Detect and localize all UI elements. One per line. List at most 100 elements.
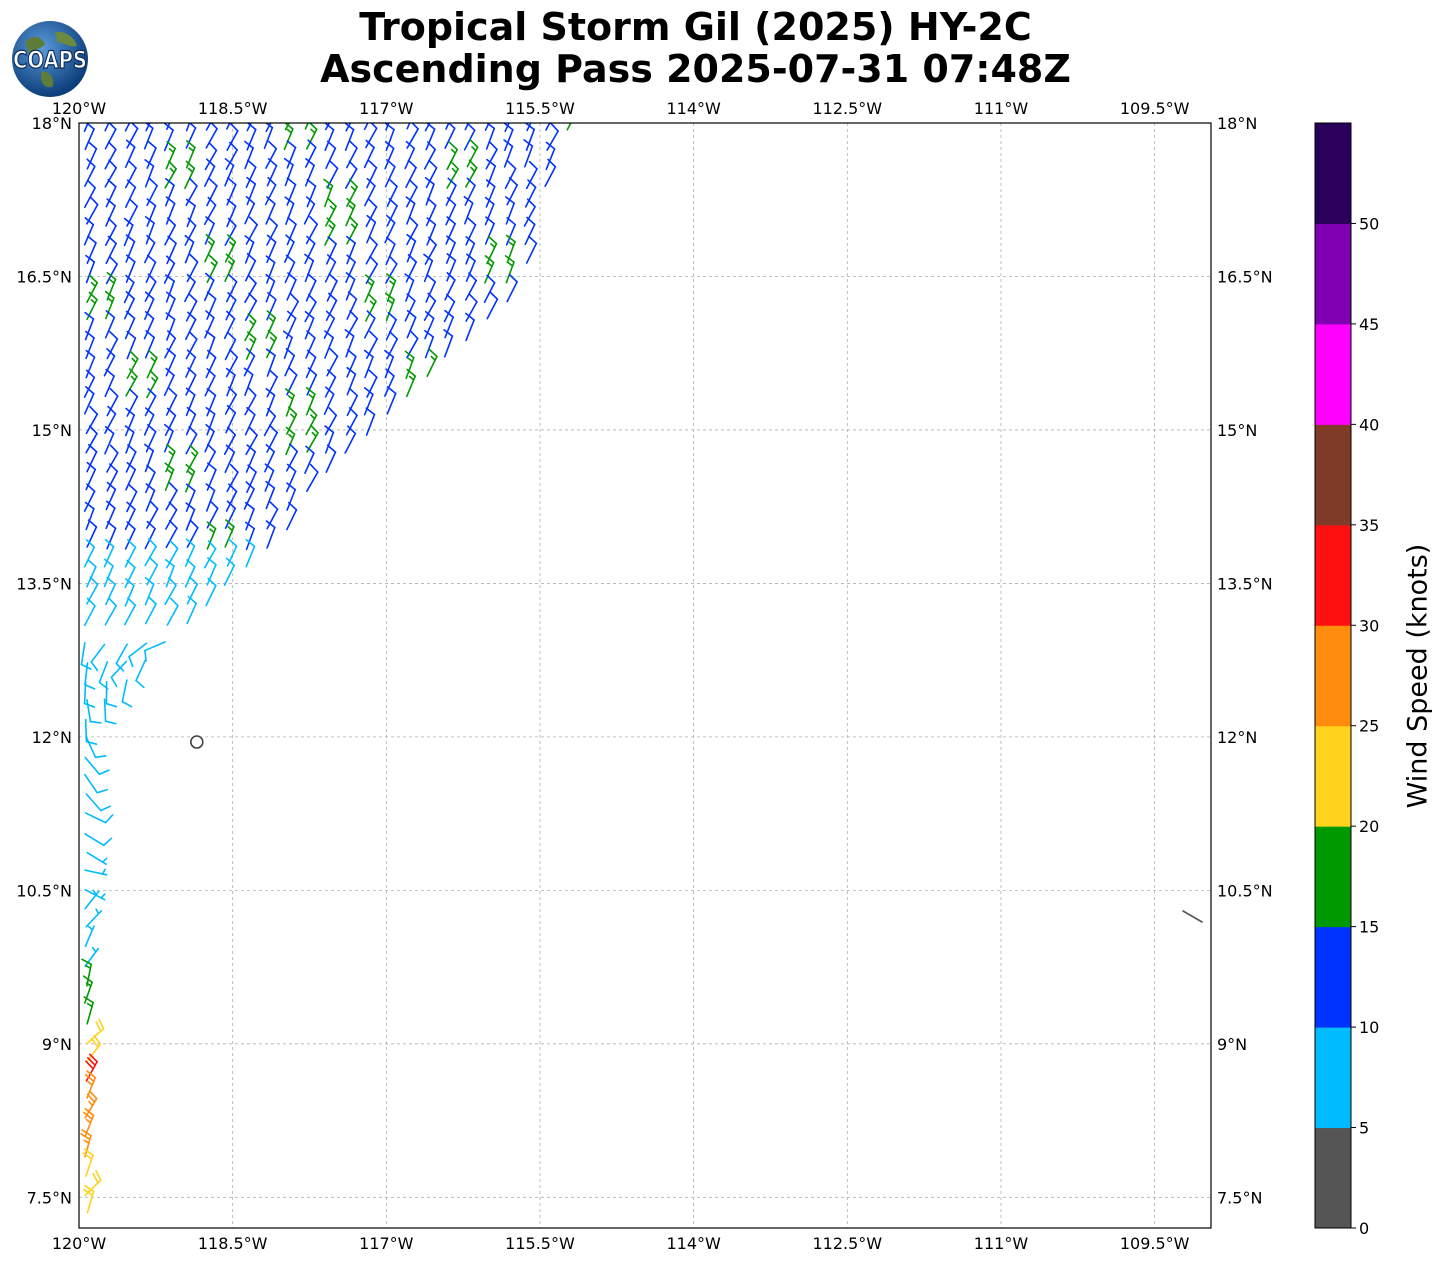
- wind-barb: [145, 424, 157, 453]
- wind-barb: [385, 255, 398, 284]
- wind-barb: [106, 271, 117, 301]
- wind-barb: [284, 388, 295, 417]
- wind-barb: [365, 407, 376, 436]
- wind-barb: [205, 330, 216, 359]
- wind-barb: [164, 423, 174, 453]
- lon-tick-label: 109.5°W: [1120, 1234, 1190, 1253]
- wind-barb: [486, 291, 499, 320]
- wind-barb: [523, 139, 534, 168]
- wind-barb: [465, 272, 478, 301]
- wind-barb: [185, 387, 196, 417]
- wind-barb: [105, 481, 117, 511]
- wind-barb: [226, 463, 239, 493]
- wind-barb: [205, 123, 218, 149]
- wind-barb: [84, 868, 108, 876]
- wind-barb: [366, 214, 377, 244]
- wind-barb: [224, 500, 237, 529]
- lat-tick-label: 7.5°N: [1217, 1188, 1262, 1207]
- wind-barb: [165, 196, 176, 225]
- colorbar-segment: [1315, 1027, 1351, 1129]
- wind-barb: [324, 123, 335, 151]
- wind-barb: [110, 660, 128, 688]
- lon-tick-label: 118.5°W: [198, 99, 268, 118]
- wind-barb: [206, 557, 217, 586]
- wind-barb: [126, 388, 139, 417]
- wind-barb: [465, 312, 475, 342]
- wind-barb: [463, 195, 474, 225]
- colorbar-segment: [1315, 725, 1351, 827]
- wind-barb: [265, 387, 276, 417]
- wind-barb: [128, 642, 148, 668]
- wind-barb: [123, 217, 134, 247]
- wind-barb: [506, 273, 518, 303]
- wind-barb: [525, 160, 538, 190]
- wind-barb: [345, 310, 359, 339]
- wind-barb: [546, 123, 559, 151]
- wind-barb: [245, 331, 257, 360]
- wind-barb: [165, 519, 178, 549]
- wind-barb: [363, 349, 374, 379]
- wind-barb: [244, 292, 258, 321]
- wind-barb: [83, 386, 95, 415]
- wind-barb: [244, 312, 257, 342]
- wind-barb: [185, 483, 196, 512]
- wind-barb: [144, 641, 166, 662]
- wind-barb: [144, 234, 156, 264]
- wind-barb: [306, 178, 317, 208]
- wind-barb: [405, 196, 416, 225]
- wind-barb: [345, 272, 356, 301]
- wind-barb: [265, 196, 276, 225]
- wind-barb: [84, 832, 113, 847]
- wind-barb: [244, 235, 255, 264]
- colorbar-tick-label: 40: [1359, 415, 1379, 434]
- wind-barb: [103, 698, 117, 725]
- lat-tick-label: 18°N: [32, 114, 72, 133]
- wind-barb: [204, 443, 217, 473]
- wind-barb: [265, 123, 272, 133]
- wind-barb: [125, 254, 136, 284]
- wind-barb: [226, 198, 237, 228]
- wind-barb: [485, 179, 496, 208]
- wind-barb: [304, 123, 309, 130]
- wind-barb: [283, 157, 294, 187]
- wind-barb: [384, 292, 395, 322]
- colorbar-tick-label: 50: [1359, 214, 1379, 233]
- wind-barb: [244, 195, 256, 225]
- wind-barb: [185, 311, 197, 341]
- lat-tick-label: 7.5°N: [27, 1188, 72, 1207]
- wind-barb: [144, 595, 157, 625]
- wind-barb: [85, 736, 107, 759]
- wind-barb: [365, 236, 378, 265]
- wind-barb: [144, 443, 154, 473]
- wind-barb: [185, 177, 198, 206]
- wind-barb: [323, 310, 336, 339]
- wind-barb: [125, 444, 137, 473]
- wind-barb: [485, 141, 498, 170]
- wind-barb: [266, 501, 279, 530]
- wind-barb: [364, 177, 376, 207]
- wind-barb: [163, 367, 175, 397]
- wind-barb: [346, 349, 357, 378]
- wind-barb: [386, 197, 398, 227]
- lat-tick-label: 13.5°N: [1217, 574, 1273, 593]
- wind-barb: [446, 160, 459, 189]
- wind-barb: [85, 908, 103, 928]
- wind-barb: [166, 597, 179, 626]
- wind-barb: [146, 177, 158, 207]
- wind-barb: [84, 311, 95, 341]
- wind-barb: [123, 290, 135, 320]
- wind-barb: [243, 367, 254, 397]
- wind-barb: [104, 290, 115, 320]
- wind-barb: [266, 217, 278, 246]
- wind-barb: [424, 329, 435, 359]
- wind-barb: [186, 253, 199, 283]
- wind-barb: [245, 521, 255, 551]
- wind-barb: [146, 140, 157, 169]
- wind-barb: [426, 217, 437, 246]
- wind-barb: [164, 558, 175, 588]
- wind-barb: [185, 464, 196, 493]
- wind-barb: [303, 196, 316, 225]
- wind-barb: [121, 679, 133, 708]
- wind-barb: [244, 387, 257, 416]
- colorbar-tick-label: 15: [1359, 918, 1379, 937]
